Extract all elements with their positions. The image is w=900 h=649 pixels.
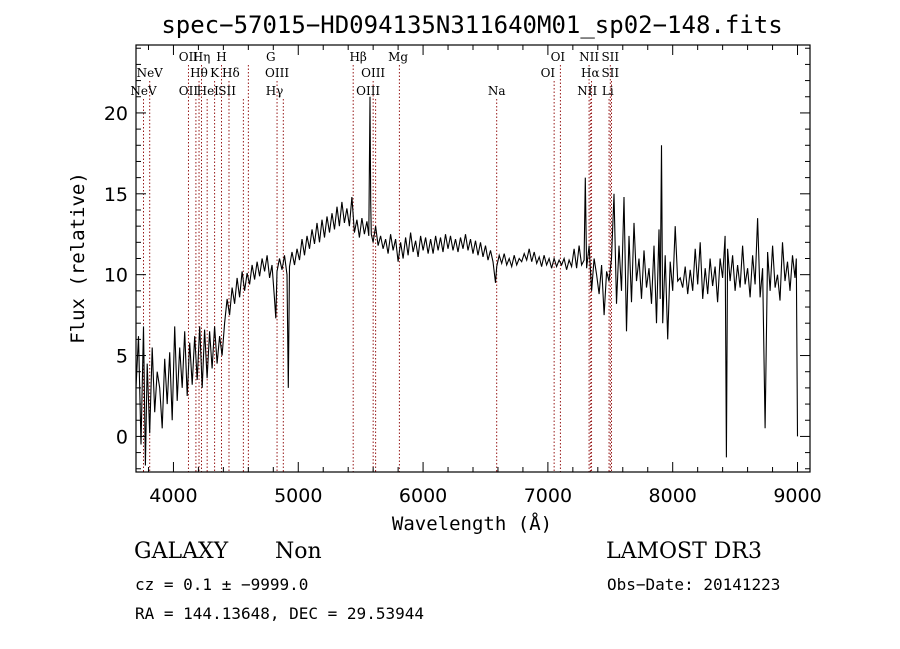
emission-line-label: SII (601, 50, 619, 64)
x-axis: 4000 5000 6000 7000 8000 9000 (147, 45, 822, 507)
emission-line-label: G (266, 50, 276, 64)
spectrum-info: GALAXY Non LAMOST DR3 cz = 0.1 ± −9999.0… (134, 539, 780, 623)
x-tick-label: 7000 (524, 485, 572, 507)
emission-line-label: K (210, 66, 220, 80)
y-tick-label: 20 (104, 103, 128, 125)
emission-line-label: Hη (193, 50, 211, 64)
y-tick-label: 5 (116, 346, 128, 368)
emission-line-label: H (216, 50, 226, 64)
emission-line-label: NII (577, 84, 597, 98)
emission-line-label: OIII (361, 66, 385, 80)
emission-line-label: SII (218, 84, 236, 98)
object-class: GALAXY (134, 539, 229, 564)
x-tick-label: 9000 (773, 485, 821, 507)
emission-line-label: Li (602, 84, 614, 98)
object-subclass: Non (275, 539, 322, 564)
emission-line-markers (143, 65, 612, 472)
emission-line-label: SII (601, 66, 619, 80)
y-tick-label: 15 (104, 184, 128, 206)
emission-line-label: OII (179, 50, 199, 64)
emission-line-label: NII (579, 50, 599, 64)
emission-line-label: OI (541, 66, 556, 80)
emission-line-label: Hγ (266, 84, 284, 98)
emission-line-label: Hθ (190, 66, 208, 80)
x-tick-label: 4000 (149, 485, 197, 507)
emission-line-label: HeI (197, 84, 220, 98)
emission-line-label: NeV (130, 84, 157, 98)
x-axis-label: Wavelength (Å) (392, 512, 552, 535)
survey-name: LAMOST DR3 (606, 539, 762, 564)
y-tick-label: 0 (116, 426, 128, 448)
emission-line-label: Na (488, 84, 506, 98)
y-axis-label: Flux (relative) (67, 172, 89, 344)
emission-line-label: Hδ (222, 66, 240, 80)
emission-line-label: OI (551, 50, 566, 64)
emission-line-label: Mg (388, 50, 408, 64)
emission-line-label: OIII (265, 66, 289, 80)
coordinates-readout: RA = 144.13648, DEC = 29.53944 (135, 604, 424, 623)
y-axis: 0 5 10 15 20 (104, 47, 810, 470)
emission-line-label: NeV (137, 66, 164, 80)
spectrum-line (135, 96, 799, 466)
y-tick-label: 10 (104, 265, 128, 287)
emission-line-label: OIII (356, 84, 380, 98)
x-tick-label: 5000 (274, 485, 322, 507)
emission-line-label: Hα (581, 66, 600, 80)
chart-title: spec−57015−HD094135N311640M01_sp02−148.f… (161, 11, 782, 39)
x-tick-label: 8000 (649, 485, 697, 507)
plot-frame (135, 44, 811, 473)
emission-line-label: OII (179, 84, 199, 98)
x-tick-label: 6000 (399, 485, 447, 507)
redshift-readout: cz = 0.1 ± −9999.0 (135, 575, 308, 594)
emission-line-label: Hβ (349, 50, 366, 64)
observation-date: Obs−Date: 20141223 (607, 575, 780, 594)
